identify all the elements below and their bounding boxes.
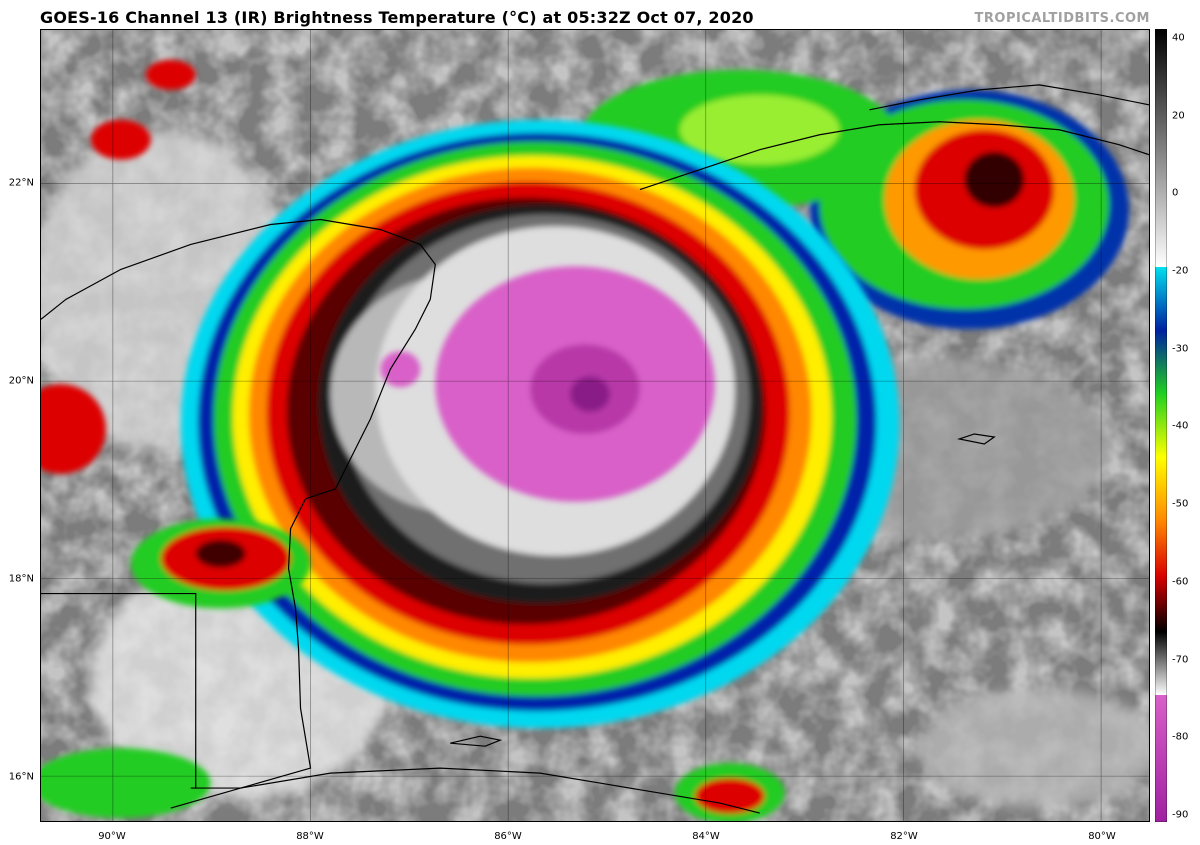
- satellite-map[interactable]: [40, 29, 1150, 822]
- coastlines: [41, 84, 1149, 814]
- eyewall-cold-tops: [380, 266, 715, 502]
- lon-label-90w: 90°W: [98, 831, 126, 842]
- colorbar-tick-0: 0: [1172, 187, 1179, 199]
- colorbar-tick-minus50: -50: [1172, 498, 1189, 510]
- colorbar-tick-minus90: -90: [1172, 809, 1189, 821]
- lon-label-86w: 86°W: [494, 831, 522, 842]
- cuba-convection: [580, 69, 1130, 330]
- colorbar-tick-minus40: -40: [1172, 420, 1189, 432]
- map-title: GOES-16 Channel 13 (IR) Brightness Tempe…: [40, 8, 754, 27]
- colorbar-tick-minus70: -70: [1172, 654, 1189, 666]
- colorbar-tick-40: 40: [1172, 32, 1185, 44]
- lat-label-22n: 22°N: [8, 177, 34, 189]
- honduras-convection: [41, 59, 785, 821]
- colorbar-tick-minus80: -80: [1172, 731, 1189, 743]
- lon-label-80w: 80°W: [1088, 831, 1116, 842]
- temperature-colorbar: [1155, 29, 1167, 822]
- lat-label-20n: 20°N: [8, 375, 34, 387]
- lon-label-88w: 88°W: [296, 831, 324, 842]
- lon-label-84w: 84°W: [692, 831, 720, 842]
- lat-label-16n: 16°N: [8, 771, 34, 783]
- colorbar-tick-minus20: -20: [1172, 265, 1189, 277]
- graticule: [41, 30, 1149, 821]
- colorbar-tick-minus60: -60: [1172, 576, 1189, 588]
- ir-imagery: [41, 30, 1149, 821]
- lat-label-18n: 18°N: [8, 573, 34, 585]
- colorbar-tick-20: 20: [1172, 110, 1185, 122]
- colorbar-tick-minus30: -30: [1172, 343, 1189, 355]
- lon-label-82w: 82°W: [890, 831, 918, 842]
- source-credit: TROPICALTIDBITS.COM: [974, 11, 1150, 26]
